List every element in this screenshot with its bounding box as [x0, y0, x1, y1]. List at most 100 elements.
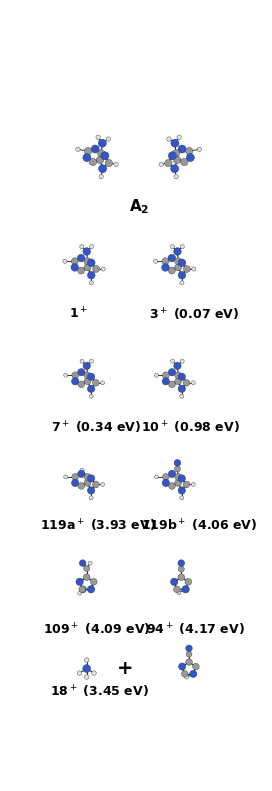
- Circle shape: [183, 380, 190, 386]
- Circle shape: [168, 369, 176, 376]
- Circle shape: [84, 479, 91, 486]
- Circle shape: [183, 587, 187, 592]
- Circle shape: [174, 466, 181, 472]
- Circle shape: [84, 264, 91, 271]
- Circle shape: [64, 373, 68, 377]
- Circle shape: [87, 373, 95, 380]
- Circle shape: [114, 162, 118, 167]
- Text: 3$^+$ (0.07 eV): 3$^+$ (0.07 eV): [149, 306, 239, 323]
- Circle shape: [79, 560, 86, 566]
- Circle shape: [180, 359, 184, 363]
- Circle shape: [80, 468, 84, 472]
- Circle shape: [88, 587, 92, 592]
- Circle shape: [197, 147, 202, 152]
- Circle shape: [183, 481, 190, 488]
- Circle shape: [167, 137, 171, 142]
- Circle shape: [98, 139, 106, 147]
- Circle shape: [77, 254, 85, 262]
- Circle shape: [83, 248, 91, 255]
- Circle shape: [174, 175, 178, 179]
- Text: 109$^+$ (4.09 eV): 109$^+$ (4.09 eV): [43, 622, 151, 638]
- Circle shape: [101, 267, 105, 271]
- Circle shape: [174, 460, 181, 466]
- Circle shape: [159, 162, 163, 167]
- Text: 119b$^+$ (4.06 eV): 119b$^+$ (4.06 eV): [141, 518, 257, 534]
- Circle shape: [191, 483, 195, 486]
- Circle shape: [79, 586, 86, 592]
- Circle shape: [162, 263, 169, 271]
- Circle shape: [186, 651, 192, 657]
- Circle shape: [83, 664, 91, 672]
- Circle shape: [72, 377, 79, 385]
- Circle shape: [171, 244, 175, 248]
- Circle shape: [186, 147, 193, 155]
- Circle shape: [168, 254, 176, 262]
- Circle shape: [96, 157, 104, 164]
- Circle shape: [80, 244, 84, 248]
- Circle shape: [105, 160, 113, 167]
- Circle shape: [99, 175, 103, 179]
- Text: 94$^+$ (4.17 eV): 94$^+$ (4.17 eV): [146, 622, 245, 638]
- Circle shape: [84, 658, 89, 662]
- Circle shape: [162, 372, 169, 379]
- Circle shape: [178, 573, 185, 581]
- Circle shape: [87, 259, 95, 267]
- Circle shape: [169, 381, 175, 388]
- Circle shape: [174, 586, 180, 592]
- Circle shape: [89, 244, 94, 248]
- Circle shape: [78, 381, 85, 388]
- Circle shape: [84, 675, 89, 679]
- Circle shape: [84, 474, 91, 480]
- Circle shape: [90, 578, 97, 585]
- Circle shape: [84, 258, 91, 265]
- Text: 7$^+$ (0.34 eV): 7$^+$ (0.34 eV): [51, 419, 141, 436]
- Circle shape: [186, 659, 192, 665]
- Circle shape: [162, 474, 169, 480]
- Circle shape: [165, 160, 172, 167]
- Circle shape: [83, 153, 91, 161]
- Circle shape: [92, 380, 99, 386]
- Circle shape: [83, 573, 90, 581]
- Circle shape: [180, 244, 184, 248]
- Circle shape: [172, 149, 180, 157]
- Circle shape: [178, 271, 186, 279]
- Circle shape: [92, 671, 96, 676]
- Circle shape: [178, 259, 186, 267]
- Text: 18$^+$ (3.45 eV): 18$^+$ (3.45 eV): [50, 683, 148, 700]
- Circle shape: [180, 394, 184, 398]
- Text: +: +: [117, 659, 134, 678]
- Circle shape: [154, 259, 158, 263]
- Circle shape: [78, 483, 85, 490]
- Circle shape: [171, 359, 175, 363]
- Circle shape: [87, 385, 95, 392]
- Circle shape: [192, 267, 196, 271]
- Circle shape: [83, 362, 91, 369]
- Circle shape: [78, 592, 82, 595]
- Circle shape: [180, 496, 184, 500]
- Circle shape: [154, 373, 158, 377]
- Circle shape: [72, 479, 79, 486]
- Circle shape: [64, 475, 68, 479]
- Circle shape: [171, 139, 179, 147]
- Circle shape: [91, 145, 99, 153]
- Circle shape: [178, 385, 186, 392]
- Circle shape: [178, 486, 186, 494]
- Circle shape: [71, 263, 79, 271]
- Circle shape: [186, 645, 192, 652]
- Circle shape: [186, 153, 194, 161]
- Circle shape: [87, 271, 95, 279]
- Circle shape: [168, 267, 175, 274]
- Circle shape: [87, 475, 95, 482]
- Circle shape: [77, 671, 82, 676]
- Circle shape: [177, 135, 181, 139]
- Circle shape: [96, 135, 100, 139]
- Circle shape: [76, 578, 83, 585]
- Circle shape: [175, 479, 181, 486]
- Circle shape: [191, 672, 195, 676]
- Circle shape: [171, 165, 179, 172]
- Circle shape: [101, 380, 105, 384]
- Circle shape: [106, 137, 110, 142]
- Circle shape: [183, 266, 190, 272]
- Circle shape: [76, 147, 80, 152]
- Circle shape: [178, 373, 186, 380]
